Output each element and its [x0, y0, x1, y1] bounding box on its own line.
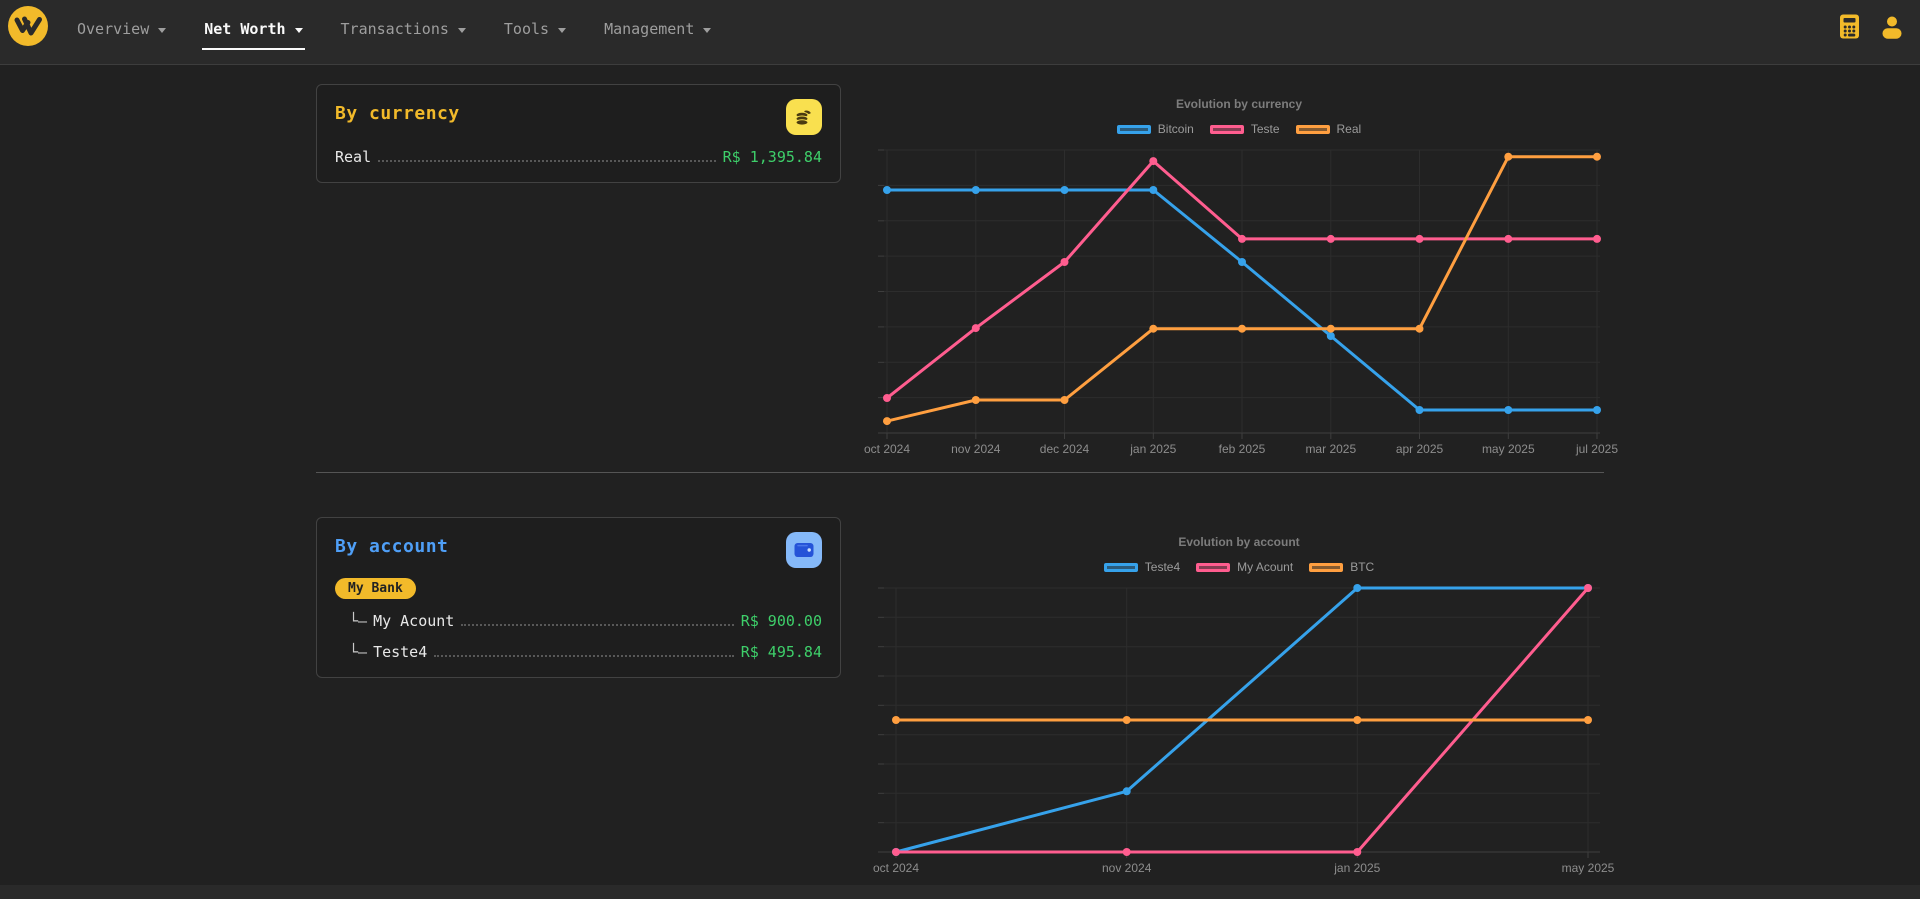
card-header: By currency [335, 99, 822, 135]
tree-branch-glyph: └– [349, 643, 368, 661]
nav-links: Overview Net Worth Transactions Tools Manage… [75, 0, 713, 50]
chevron-down-icon [294, 27, 303, 33]
balance-row-real: Real R$ 1,395.84 [335, 148, 822, 166]
by-currency-card: By currency Real R$ 1,395.84 [316, 84, 841, 183]
svg-text:jan 2025: jan 2025 [1129, 442, 1176, 456]
chart-legend: Bitcoin Teste Real [874, 122, 1604, 136]
svg-text:nov 2024: nov 2024 [951, 442, 1001, 456]
line-chart-plot-area[interactable]: oct 2024 nov 2024 jan 2025 may 2025 [873, 582, 1615, 878]
legend-label: Bitcoin [1157, 122, 1194, 136]
svg-text:may 2025: may 2025 [1482, 442, 1535, 456]
svg-text:apr 2025: apr 2025 [1396, 442, 1444, 456]
nav-item-label: Transactions [340, 20, 449, 38]
balance-row-my-acount: └– My Acount R$ 900.00 [335, 612, 822, 630]
calculator-button[interactable] [1839, 14, 1860, 39]
line-chart-plot-area[interactable]: oct 2024 nov 2024 dec 2024 jan 2025 feb 2025… [864, 144, 1618, 459]
balance-label: Teste4 [373, 643, 428, 661]
legend-swatch [1209, 124, 1244, 134]
balance-value: R$ 495.84 [740, 643, 822, 661]
by-currency-section: By currency Real R$ 1,395.84 Evolution by … [316, 65, 1618, 459]
by-account-card: By account My Bank └– My Acount R$ 900.00 └– T… [316, 517, 841, 678]
card-header: By account [335, 532, 822, 568]
chevron-down-icon [558, 27, 567, 33]
coins-icon [786, 99, 822, 135]
svg-text:feb 2025: feb 2025 [1219, 442, 1266, 456]
by-currency-title: By currency [335, 103, 460, 124]
top-navbar: Overview Net Worth Transactions Tools Manage… [0, 0, 1920, 65]
section-divider [316, 472, 1604, 473]
dotted-leader [461, 624, 734, 626]
net-worth-page: By currency Real R$ 1,395.84 Evolution by … [0, 65, 1920, 885]
dotted-leader [434, 655, 734, 657]
balance-label: Real [335, 148, 372, 166]
svg-text:dec 2024: dec 2024 [1040, 442, 1090, 456]
legend-item-teste4[interactable]: Teste4 [1103, 560, 1181, 574]
legend-swatch [1295, 124, 1330, 134]
balance-row-teste4: └– Teste4 R$ 495.84 [335, 643, 822, 661]
evolution-by-account-chart: Evolution by account Teste4 My Acount BTC oc… [873, 517, 1615, 878]
legend-swatch [1196, 562, 1231, 572]
legend-label: Teste4 [1144, 560, 1181, 574]
nav-item-tools[interactable]: Tools [502, 0, 568, 50]
svg-text:jul 2025: jul 2025 [1575, 442, 1618, 456]
legend-item-my-acount[interactable]: My Acount [1196, 560, 1293, 574]
balance-label: My Acount [373, 612, 455, 630]
nav-item-management[interactable]: Management [602, 0, 713, 50]
legend-swatch [1116, 124, 1151, 134]
nav-item-label: Management [604, 20, 695, 38]
nav-item-label: Net Worth [204, 20, 286, 38]
chevron-down-icon [457, 27, 466, 33]
app-logo-icon[interactable] [8, 6, 48, 46]
user-profile-button[interactable] [1880, 15, 1904, 39]
nav-item-net-worth[interactable]: Net Worth [202, 0, 305, 50]
by-account-section: By account My Bank └– My Acount R$ 900.00 └– T… [316, 473, 1615, 878]
legend-item-real[interactable]: Real [1295, 122, 1362, 136]
svg-text:oct 2024: oct 2024 [873, 861, 919, 875]
dotted-leader [378, 160, 716, 162]
chart-title: Evolution by account [1178, 535, 1300, 549]
legend-label: Real [1336, 122, 1362, 136]
svg-text:may 2025: may 2025 [1562, 861, 1615, 875]
balance-value: R$ 900.00 [740, 612, 822, 630]
legend-swatch [1309, 562, 1344, 572]
by-account-title: By account [335, 536, 449, 557]
tree-branch-glyph: └– [349, 612, 368, 630]
nav-item-label: Overview [77, 20, 150, 38]
legend-item-bitcoin[interactable]: Bitcoin [1116, 122, 1194, 136]
nav-item-transactions[interactable]: Transactions [339, 0, 468, 50]
legend-label: Teste [1250, 122, 1280, 136]
svg-text:jan 2025: jan 2025 [1333, 861, 1380, 875]
svg-text:nov 2024: nov 2024 [1102, 861, 1152, 875]
chart-legend: Teste4 My Acount BTC [874, 560, 1604, 574]
nav-item-overview[interactable]: Overview [75, 0, 168, 50]
chevron-down-icon [703, 27, 712, 33]
legend-label: My Acount [1237, 560, 1294, 574]
legend-item-teste[interactable]: Teste [1209, 122, 1280, 136]
legend-label: BTC [1350, 560, 1375, 574]
chevron-down-icon [158, 27, 167, 33]
navbar-right [1839, 14, 1904, 39]
legend-item-btc[interactable]: BTC [1309, 560, 1374, 574]
balance-value: R$ 1,395.84 [722, 148, 822, 166]
nav-item-label: Tools [503, 20, 550, 38]
legend-swatch [1103, 562, 1138, 572]
chart-title: Evolution by currency [1175, 97, 1303, 111]
bank-badge: My Bank [335, 578, 416, 599]
wallet-icon [786, 532, 822, 568]
svg-text:mar 2025: mar 2025 [1305, 442, 1356, 456]
evolution-by-currency-chart: Evolution by currency Bitcoin Teste Real oct… [864, 79, 1618, 459]
svg-text:oct 2024: oct 2024 [864, 442, 910, 456]
